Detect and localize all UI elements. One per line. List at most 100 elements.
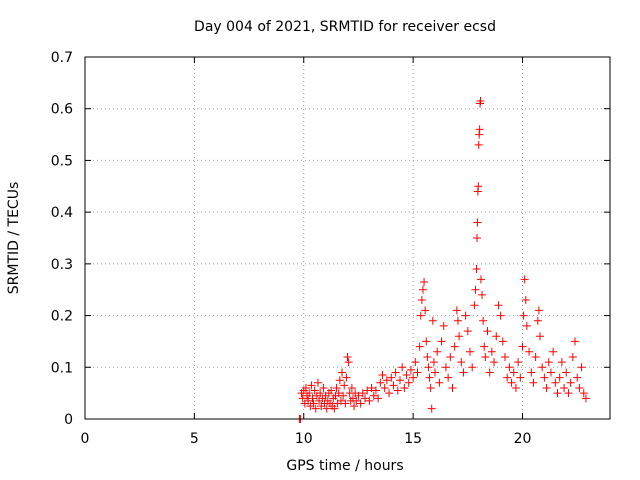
data-point	[344, 358, 353, 367]
data-point	[476, 275, 485, 284]
data-point	[514, 358, 523, 367]
data-point	[468, 363, 477, 372]
data-point	[452, 306, 461, 315]
data-point	[422, 337, 431, 346]
data-point	[389, 381, 398, 390]
data-point	[311, 404, 320, 413]
data-point	[400, 383, 409, 392]
data-point	[490, 358, 499, 367]
axis-ticks	[84, 56, 610, 420]
data-point	[391, 368, 400, 377]
data-point	[522, 321, 531, 330]
data-point	[404, 378, 413, 387]
data-point	[479, 316, 488, 325]
data-point	[538, 363, 547, 372]
data-point	[527, 368, 536, 377]
data-point	[444, 373, 453, 382]
y-tick-label: 0.4	[51, 205, 73, 221]
data-point	[367, 383, 376, 392]
data-point	[426, 383, 435, 392]
data-point	[365, 396, 374, 405]
data-point	[475, 125, 484, 134]
data-point	[519, 311, 528, 320]
data-point	[341, 399, 350, 408]
data-point	[417, 296, 426, 305]
data-point	[338, 368, 347, 377]
chart-title: Day 004 of 2021, SRMTID for receiver ecs…	[194, 19, 496, 35]
data-point	[568, 352, 577, 361]
data-point	[472, 265, 481, 274]
y-axis-title: SRMTID / TECUs	[6, 182, 22, 295]
data-point	[448, 383, 457, 392]
data-point	[534, 306, 543, 315]
y-tick-label: 0	[64, 412, 73, 428]
y-tick-label: 0.5	[51, 153, 73, 169]
data-point	[342, 373, 351, 382]
data-point	[478, 290, 487, 299]
data-point	[433, 347, 442, 356]
data-point	[577, 363, 586, 372]
data-point	[562, 368, 571, 377]
data-point	[453, 316, 462, 325]
x-tick-label: 10	[295, 431, 313, 447]
data-point	[415, 342, 424, 351]
data-point	[322, 404, 331, 413]
data-point	[327, 386, 336, 395]
data-point	[471, 285, 480, 294]
data-point	[387, 373, 396, 382]
data-point	[573, 373, 582, 382]
data-point	[363, 386, 372, 395]
data-point	[474, 182, 483, 191]
data-point	[461, 311, 470, 320]
data-point	[485, 368, 494, 377]
y-tick-label: 0.7	[51, 50, 73, 66]
data-point	[307, 381, 316, 390]
data-point	[423, 352, 432, 361]
data-point	[396, 376, 404, 385]
data-point	[518, 342, 527, 351]
data-point	[557, 358, 566, 367]
data-point	[507, 378, 516, 387]
data-point	[505, 363, 514, 372]
data-point	[520, 275, 529, 284]
data-point	[421, 306, 430, 315]
data-point	[492, 332, 501, 341]
data-point	[382, 376, 391, 385]
data-point	[501, 352, 509, 361]
x-tick-label: 5	[190, 431, 199, 447]
data-point	[309, 399, 318, 408]
x-tick-label: 0	[81, 431, 90, 447]
data-point	[546, 368, 555, 377]
data-point	[511, 383, 520, 392]
data-point	[435, 378, 444, 387]
data-point	[424, 363, 433, 372]
data-point	[437, 337, 446, 346]
data-point	[298, 394, 307, 403]
data-point	[551, 378, 560, 387]
data-point	[398, 363, 407, 372]
x-tick-labels: 0 5 10 15 20	[81, 431, 532, 447]
data-point	[549, 347, 558, 356]
data-point	[581, 394, 590, 403]
y-tick-labels: 0 0.1 0.2 0.3 0.4 0.5 0.6 0.7	[51, 50, 73, 428]
data-point	[579, 389, 588, 398]
data-point	[560, 383, 569, 392]
data-point	[525, 347, 534, 356]
data-point	[304, 396, 313, 405]
data-point	[420, 277, 429, 286]
data-point	[402, 371, 411, 380]
data-point	[564, 389, 573, 398]
data-point	[425, 373, 434, 382]
data-point	[409, 373, 418, 382]
data-point	[476, 96, 485, 105]
data-point	[516, 373, 525, 382]
data-point	[411, 358, 420, 367]
data-point	[521, 296, 530, 305]
data-point	[427, 404, 436, 413]
x-tick-label: 20	[514, 431, 532, 447]
data-point	[374, 394, 383, 403]
data-point	[446, 352, 455, 361]
data-point	[335, 376, 344, 385]
data-point	[393, 386, 402, 395]
